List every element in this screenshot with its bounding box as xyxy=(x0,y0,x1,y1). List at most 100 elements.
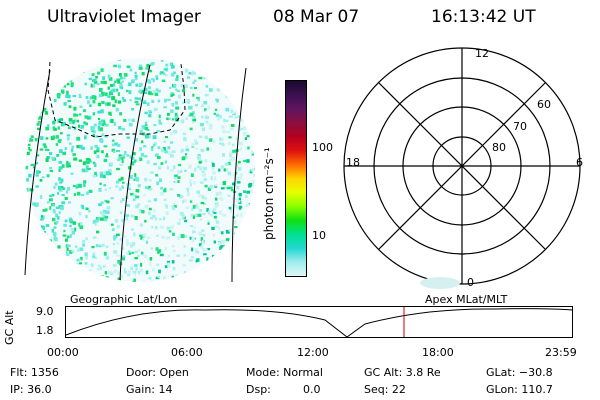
image-pixel xyxy=(122,77,126,80)
image-pixel xyxy=(45,126,50,131)
image-pixel xyxy=(56,154,60,157)
image-pixel xyxy=(153,198,158,202)
image-pixel xyxy=(110,118,114,123)
image-pixel xyxy=(27,128,30,132)
image-pixel xyxy=(199,168,202,171)
image-pixel xyxy=(216,99,219,103)
image-pixel xyxy=(232,82,236,86)
image-pixel xyxy=(252,93,255,96)
image-pixel xyxy=(202,173,206,177)
image-pixel xyxy=(254,217,255,221)
image-pixel xyxy=(134,100,139,103)
image-pixel xyxy=(116,78,121,82)
image-pixel xyxy=(36,60,40,64)
image-pixel xyxy=(209,138,213,142)
image-pixel xyxy=(206,115,210,120)
image-pixel xyxy=(236,243,240,248)
image-pixel xyxy=(235,101,239,105)
image-pixel xyxy=(38,115,42,120)
image-pixel xyxy=(42,231,46,233)
image-pixel xyxy=(93,123,97,127)
image-pixel xyxy=(229,154,232,158)
image-pixel xyxy=(189,127,193,131)
image-pixel xyxy=(135,83,138,87)
image-pixel xyxy=(185,148,190,152)
image-pixel xyxy=(211,161,215,164)
image-pixel xyxy=(102,265,106,268)
image-pixel xyxy=(48,86,51,90)
image-pixel xyxy=(215,108,218,112)
image-pixel xyxy=(68,72,72,76)
image-pixel xyxy=(91,95,96,100)
image-pixel xyxy=(131,242,136,246)
image-pixel xyxy=(135,76,138,81)
image-pixel xyxy=(86,191,89,195)
image-pixel xyxy=(40,71,43,74)
image-pixel xyxy=(171,150,176,153)
image-pixel xyxy=(29,59,34,63)
image-pixel xyxy=(193,226,196,229)
image-pixel xyxy=(215,220,220,224)
image-pixel xyxy=(202,233,206,237)
image-pixel xyxy=(116,150,120,153)
image-pixel xyxy=(155,153,159,157)
image-pixel xyxy=(33,166,36,169)
image-pixel xyxy=(32,275,36,278)
image-pixel xyxy=(206,257,209,261)
image-pixel xyxy=(68,118,73,122)
image-pixel xyxy=(187,279,192,282)
image-pixel xyxy=(175,106,180,110)
image-pixel xyxy=(229,158,233,162)
image-pixel xyxy=(57,81,62,86)
image-pixel xyxy=(79,256,83,261)
image-pixel xyxy=(79,247,84,252)
image-pixel xyxy=(203,101,208,105)
image-pixel xyxy=(65,238,68,242)
image-pixel xyxy=(29,227,33,232)
image-pixel xyxy=(121,128,126,131)
image-pixel xyxy=(71,148,74,153)
image-pixel xyxy=(41,79,45,82)
image-pixel xyxy=(55,261,60,264)
image-pixel xyxy=(170,61,173,66)
dsp-label: Dsp: xyxy=(246,383,271,396)
image-pixel xyxy=(192,118,197,122)
image-pixel xyxy=(221,244,225,248)
image-pixel xyxy=(126,204,130,207)
image-pixel xyxy=(49,256,53,261)
image-pixel xyxy=(159,71,162,75)
image-pixel xyxy=(167,112,170,116)
image-pixel xyxy=(96,147,100,151)
image-pixel xyxy=(203,203,207,206)
image-pixel xyxy=(128,82,132,87)
image-pixel xyxy=(168,230,172,233)
mlt-label-6: 6 xyxy=(576,156,583,169)
image-pixel xyxy=(131,251,134,254)
image-pixel xyxy=(145,134,150,138)
image-pixel xyxy=(252,133,255,136)
image-pixel xyxy=(250,251,253,255)
image-pixel xyxy=(221,79,224,82)
image-pixel xyxy=(33,75,37,80)
image-pixel xyxy=(227,85,231,90)
image-pixel xyxy=(221,137,224,142)
image-pixel xyxy=(188,272,193,275)
image-pixel xyxy=(57,119,61,123)
image-pixel xyxy=(224,257,228,261)
image-pixel xyxy=(171,245,175,248)
image-pixel xyxy=(121,218,125,223)
image-pixel xyxy=(89,269,92,272)
image-pixel xyxy=(221,239,225,244)
image-pixel xyxy=(184,169,187,172)
image-pixel xyxy=(196,258,200,262)
ip-value: IP: 36.0 xyxy=(10,383,52,396)
image-pixel xyxy=(51,67,55,71)
image-pixel xyxy=(114,269,117,273)
image-pixel xyxy=(222,181,227,186)
image-pixel xyxy=(232,246,235,249)
image-pixel xyxy=(44,208,48,212)
mlt-label-0: 0 xyxy=(467,276,474,289)
image-pixel xyxy=(242,277,246,280)
image-pixel xyxy=(41,176,45,179)
image-pixel xyxy=(60,206,64,211)
